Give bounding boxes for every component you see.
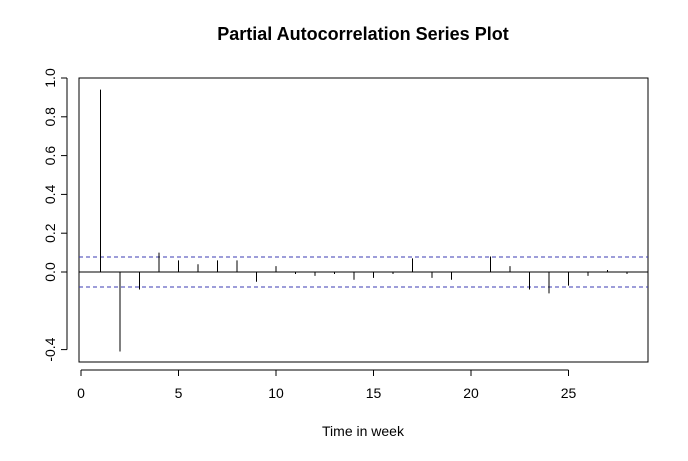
- x-tick-label: 20: [463, 385, 479, 401]
- x-tick-label: 10: [268, 385, 284, 401]
- y-tick-label: 0.8: [42, 107, 58, 127]
- pacf-bars: [100, 89, 628, 352]
- chart-title: Partial Autocorrelation Series Plot: [217, 24, 508, 44]
- x-tick-label: 0: [77, 385, 85, 401]
- x-axis-title: Time in week: [322, 423, 405, 439]
- x-axis: 0 5 10 15 20 25: [77, 369, 577, 401]
- y-tick-label: 0.2: [42, 223, 58, 243]
- y-axis: -0.4 0.0 0.2 0.4 0.6 0.8 1.0: [42, 68, 68, 362]
- x-tick-label: 5: [175, 385, 183, 401]
- y-tick-label: 0.0: [42, 262, 58, 282]
- y-tick-label: 0.6: [42, 146, 58, 166]
- x-tick-label: 15: [366, 385, 382, 401]
- plot-frame: [78, 77, 649, 363]
- x-tick-label: 25: [561, 385, 577, 401]
- confidence-bounds: [79, 256, 648, 288]
- y-tick-label: 0.4: [42, 184, 58, 204]
- y-tick-label: -0.4: [42, 337, 58, 361]
- y-tick-label: 1.0: [42, 68, 58, 88]
